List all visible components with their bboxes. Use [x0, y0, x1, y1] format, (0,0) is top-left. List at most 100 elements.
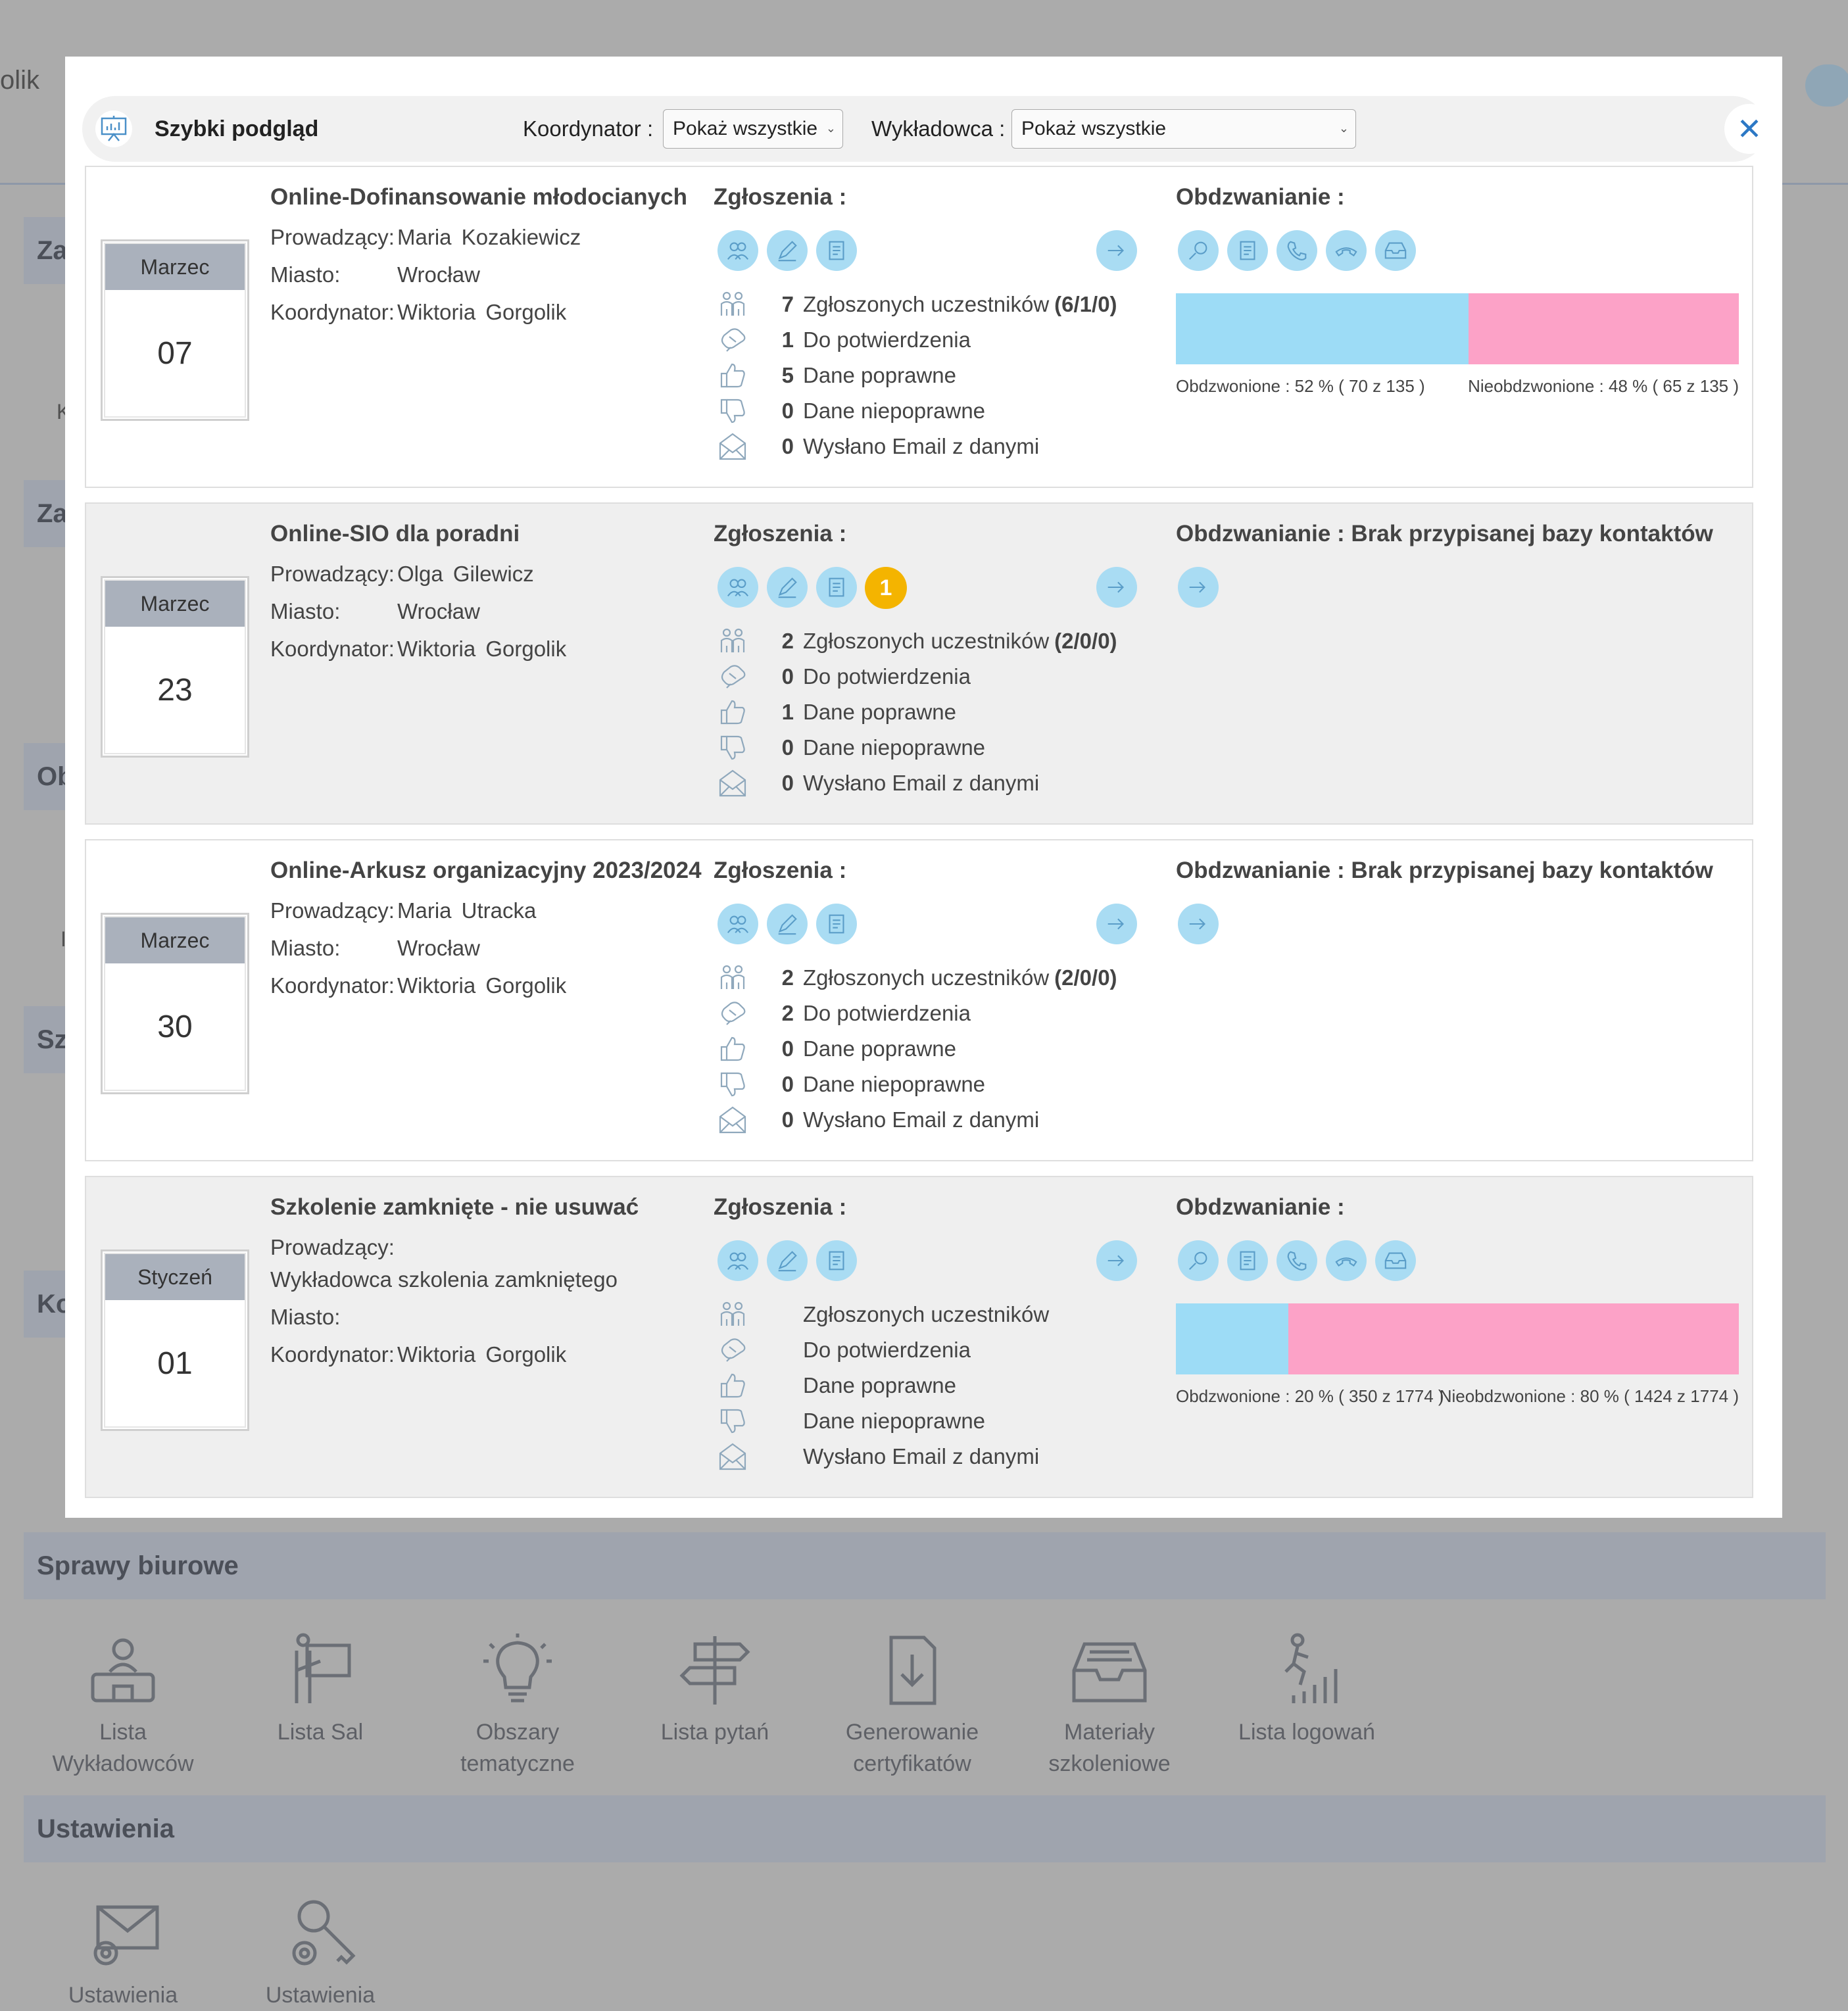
tile-lista-wykladowcow[interactable]: Lista Wykładowców: [44, 1624, 202, 1780]
calls-go-button[interactable]: [1178, 904, 1219, 944]
close-icon: ✕: [1736, 112, 1763, 146]
stat-data-ok: Dane poprawne: [717, 1368, 1138, 1403]
document-icon: [829, 1251, 844, 1271]
go-to-applications-button[interactable]: [1096, 567, 1137, 608]
tile-obszary-tematyczne[interactable]: Obszary tematyczne: [439, 1624, 596, 1780]
hang-up-button[interactable]: [1326, 1240, 1367, 1281]
inbox-button[interactable]: [1375, 1240, 1416, 1281]
coordinator-row: Koordynator: Wiktoria Gorgolik: [270, 973, 567, 998]
stat-to-confirm: 1 Do potwierdzenia: [717, 322, 1138, 358]
edit-button[interactable]: [767, 230, 808, 271]
bg-corner-button[interactable]: [1805, 64, 1848, 107]
called-label: Obdzwonione : 20 % ( 350 z 1774 ): [1176, 1386, 1444, 1406]
not-called-label: Nieobdzwonione : 48 % ( 65 z 135 ): [1468, 376, 1739, 396]
edit-button[interactable]: [767, 567, 808, 608]
call-button[interactable]: [1277, 1240, 1317, 1281]
handshake-icon: [721, 665, 746, 689]
calls-title: Obdzwanianie : Brak przypisanej bazy kon…: [1176, 521, 1713, 546]
called-segment: [1176, 1303, 1289, 1374]
training-card: Marzec 23 Online-SIO dla poradni Prowadzą…: [85, 502, 1753, 825]
go-to-applications-button[interactable]: [1096, 230, 1137, 271]
calls-progress-bar: [1176, 293, 1739, 364]
calls-list-button[interactable]: [1227, 230, 1268, 271]
participants-button[interactable]: [717, 230, 758, 271]
bg-side-band: Ob: [24, 743, 74, 810]
documents-button[interactable]: [816, 567, 857, 608]
city-row: Miasto:: [270, 1305, 341, 1329]
modal-title: Szybki podgląd: [155, 116, 319, 141]
participants-button[interactable]: [717, 567, 758, 608]
group-icon: [720, 1301, 745, 1326]
call-button[interactable]: [1277, 230, 1317, 271]
stat-email-sent: 0 Wysłano Email z danymi: [717, 1102, 1138, 1138]
notification-badge[interactable]: 1: [865, 567, 907, 609]
people-icon: [727, 1252, 749, 1270]
edit-button[interactable]: [767, 904, 808, 944]
tile-lista-sal[interactable]: Lista Sal: [241, 1624, 399, 1748]
bg-side-band: Za: [24, 480, 68, 547]
lecturer-row: Prowadzący: Olga Gilewicz: [270, 562, 534, 586]
coordinator-select[interactable]: Pokaż wszystkie ⌄: [663, 109, 843, 149]
stat-to-confirm: 0 Do potwierdzenia: [717, 659, 1138, 694]
modal-toolbar: Szybki podgląd Koordynator : Pokaż wszys…: [82, 96, 1774, 162]
room-sign-icon: [295, 1633, 351, 1703]
applications-title: Zgłoszenia :: [714, 1194, 847, 1220]
documents-button[interactable]: [816, 904, 857, 944]
stat-data-ok: 0 Dane poprawne: [717, 1031, 1138, 1067]
thumbs-up-icon: [720, 700, 745, 725]
inbox-icon: [1384, 242, 1407, 259]
calls-search-button[interactable]: [1178, 1240, 1219, 1281]
key-settings-icon: [292, 1900, 356, 1966]
lecturer-select[interactable]: Pokaż wszystkie ⌄: [1011, 109, 1356, 149]
arrow-right-icon: [1189, 581, 1205, 593]
participants-button[interactable]: [717, 904, 758, 944]
group-icon: [720, 628, 745, 652]
edit-icon: [778, 914, 797, 935]
applications-title: Zgłoszenia :: [714, 184, 847, 210]
tile-generowanie-certyfikatow[interactable]: Generowanie certyfikatów: [833, 1624, 991, 1780]
go-to-applications-button[interactable]: [1096, 904, 1137, 944]
envelope-icon: [719, 769, 746, 797]
thumbs-up-icon: [720, 363, 745, 388]
document-icon: [829, 577, 844, 597]
calls-list-button[interactable]: [1227, 1240, 1268, 1281]
date-box: Marzec 07: [101, 239, 249, 421]
tile-lista-logowan[interactable]: Lista logowań: [1228, 1624, 1386, 1748]
participants-button[interactable]: [717, 1240, 758, 1281]
lecturer-label: Wykładowca :: [871, 116, 1006, 141]
edit-button[interactable]: [767, 1240, 808, 1281]
calls-search-button[interactable]: [1178, 230, 1219, 271]
tile-lista-pytan[interactable]: Lista pytań: [636, 1624, 794, 1748]
arrow-right-icon: [1107, 581, 1124, 593]
called-segment: [1176, 293, 1469, 364]
coordinator-row: Koordynator: Wiktoria Gorgolik: [270, 637, 567, 661]
inbox-icon: [1384, 1252, 1407, 1269]
stat-data-bad: 0 Dane niepoprawne: [717, 1067, 1138, 1102]
city-row: Miasto: Wrocław: [270, 936, 480, 960]
bg-side-text: I: [61, 927, 66, 951]
not-called-segment: [1469, 293, 1739, 364]
people-icon: [727, 242, 749, 260]
training-card: Styczeń 01 Szkolenie zamknięte - nie usuw…: [85, 1176, 1753, 1498]
coordinator-row: Koordynator: Wiktoria Gorgolik: [270, 1342, 567, 1367]
training-title: Online-Arkusz organizacyjny 2023/2024: [270, 858, 702, 883]
group-icon: [720, 291, 745, 316]
chevron-down-icon: ⌄: [825, 122, 836, 135]
calls-go-button[interactable]: [1178, 567, 1219, 608]
documents-button[interactable]: [816, 1240, 857, 1281]
close-button[interactable]: ✕: [1724, 104, 1774, 154]
signpost-icon: [679, 1636, 750, 1705]
lecturer-row: Prowadzący: Maria Utracka: [270, 898, 537, 923]
inbox-button[interactable]: [1375, 230, 1416, 271]
not-called-segment: [1288, 1303, 1739, 1374]
go-to-applications-button[interactable]: [1096, 1240, 1137, 1281]
hang-up-button[interactable]: [1326, 230, 1367, 271]
date-box: Marzec 23: [101, 576, 249, 758]
document-icon: [1240, 241, 1255, 260]
thumbs-down-icon: [720, 735, 745, 760]
date-box: Marzec 30: [101, 913, 249, 1094]
tile-materialy-szkoleniowe[interactable]: Materiały szkoleniowe: [1031, 1624, 1188, 1780]
thumbs-up-icon: [720, 1373, 745, 1398]
stat-email-sent: 0 Wysłano Email z danymi: [717, 765, 1138, 801]
documents-button[interactable]: [816, 230, 857, 271]
